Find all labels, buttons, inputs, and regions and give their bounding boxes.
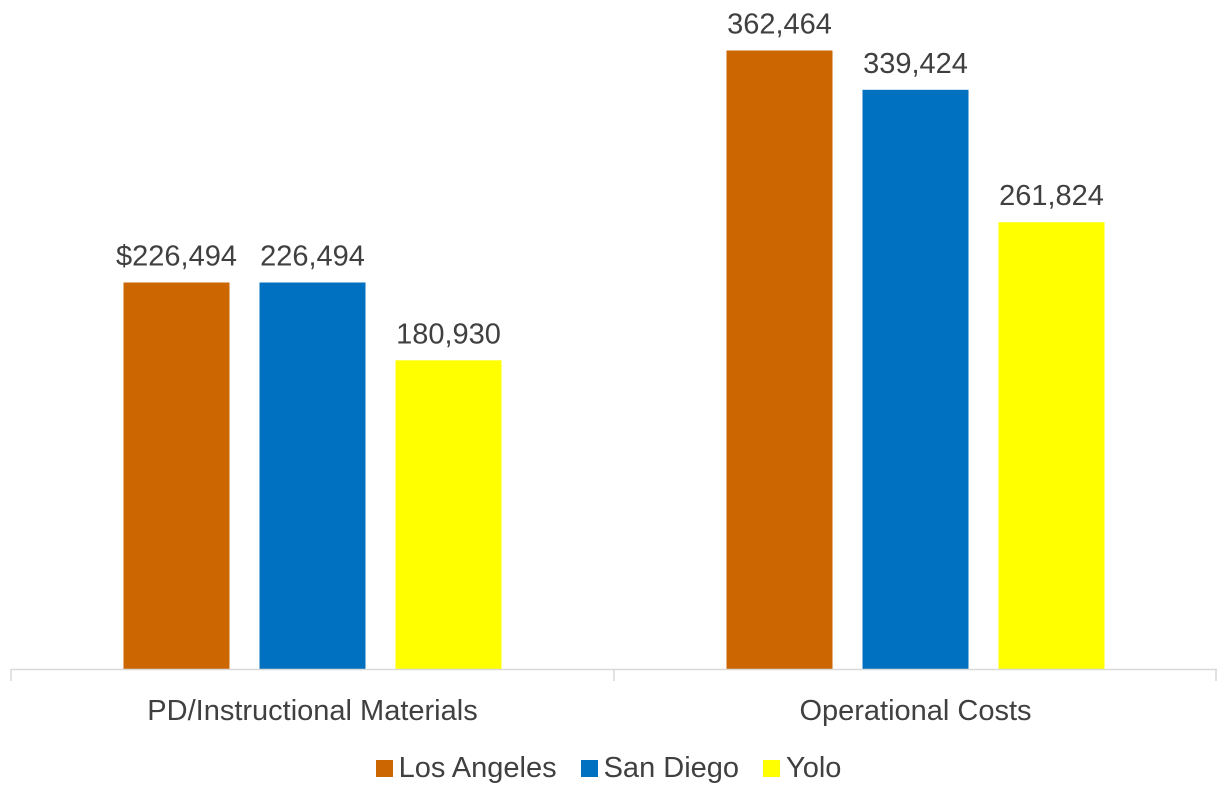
legend-label-san-diego: San Diego [603, 751, 740, 784]
legend-label-los-angeles: Los Angeles [398, 751, 557, 784]
bar-san-diego-operational-costs [862, 89, 969, 670]
legend-item-los-angeles: Los Angeles [375, 751, 557, 785]
legend-swatch-san-diego [580, 759, 598, 777]
legend-item-san-diego: San Diego [580, 751, 740, 785]
bar-yolo-pd-instructional-materials [395, 360, 502, 669]
x-tick-label-operational-costs: Operational Costs [799, 695, 1031, 727]
data-label-los-angeles-pd-instructional-materials: $226,494 [116, 241, 237, 273]
legend-swatch-los-angeles [375, 759, 393, 777]
x-tick-label-pd-instructional-materials: PD/Instructional Materials [147, 695, 477, 727]
bar-san-diego-pd-instructional-materials [259, 282, 366, 669]
legend: Los Angeles San Diego Yolo [0, 752, 1217, 784]
bar-los-angeles-operational-costs [726, 50, 833, 669]
bars-group [123, 50, 1105, 670]
x-axis: PD/Instructional Materials Operational Co… [10, 668, 1217, 727]
data-label-san-diego-operational-costs: 339,424 [863, 48, 968, 80]
data-label-san-diego-pd-instructional-materials: 226,494 [260, 241, 365, 273]
legend-item-yolo: Yolo [763, 752, 841, 785]
bar-yolo-operational-costs [998, 222, 1105, 669]
data-label-yolo-pd-instructional-materials: 180,930 [396, 318, 501, 350]
bar-los-angeles-pd-instructional-materials [123, 282, 230, 669]
data-label-los-angeles-operational-costs: 362,464 [727, 9, 832, 41]
legend-swatch-yolo [763, 759, 781, 777]
data-label-yolo-operational-costs: 261,824 [999, 180, 1104, 212]
value-labels-group: $226,494 226,494 180,930 362,464 339,424 261,… [116, 9, 1104, 351]
legend-label-yolo: Yolo [786, 751, 842, 784]
